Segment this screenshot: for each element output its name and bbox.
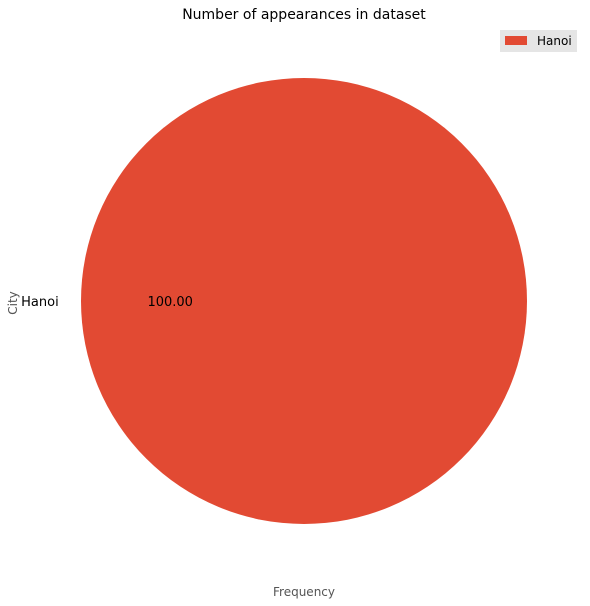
y-axis-label: City — [6, 291, 20, 315]
pie-slice-hanoi — [81, 78, 527, 524]
slice-category-label: Hanoi — [21, 295, 59, 310]
legend-swatch — [505, 36, 527, 45]
chart-title: Number of appearances in dataset — [182, 7, 426, 23]
legend: Hanoi — [500, 30, 577, 52]
x-axis-label: Frequency — [273, 585, 335, 599]
slice-percent-label: 100.00 — [147, 295, 193, 310]
legend-label: Hanoi — [537, 34, 572, 48]
pie-slices: Hanoi 100.00 — [21, 78, 527, 524]
legend-box — [500, 30, 577, 52]
